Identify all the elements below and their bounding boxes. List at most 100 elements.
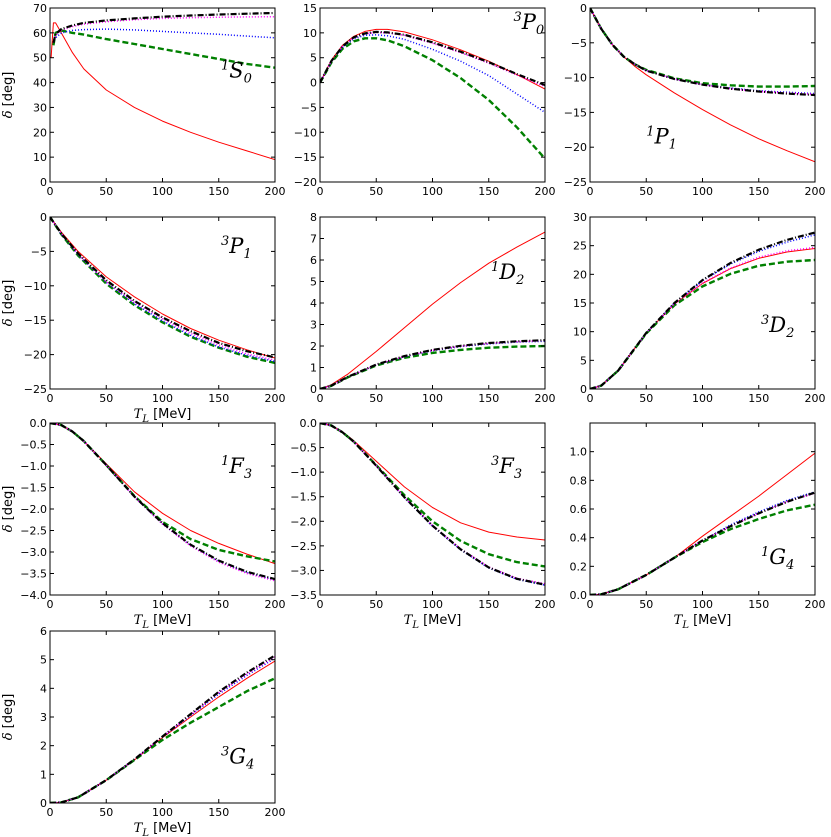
panel-1P1: 0 50 100 150 200 −25 −20 −15 −10 −5 0 1P1 [564, 2, 826, 198]
y-tick-label: −2.0 [20, 503, 47, 516]
y-tick-label: −2.5 [290, 540, 317, 553]
y-tick-label: −15 [24, 314, 47, 327]
y-tick-label: −25 [564, 176, 587, 189]
y-tick-label: 5 [580, 354, 587, 367]
x-tick-label: 100 [152, 392, 173, 405]
y-tick-label: 20 [33, 126, 47, 139]
x-tick-label: 150 [478, 185, 499, 198]
x-tick-label: 200 [265, 598, 286, 611]
y-tick-label: −4.0 [20, 589, 47, 602]
y-tick-label: 25 [573, 240, 587, 253]
y-tick-label: 0.8 [570, 474, 588, 487]
y-tick-label: −15 [564, 106, 587, 119]
x-tick-label: 200 [535, 598, 556, 611]
y-tick-label: 2 [310, 340, 317, 353]
x-tick-label: 200 [535, 185, 556, 198]
panel-label: 3F3 [491, 454, 522, 482]
y-tick-label: −15 [294, 151, 317, 164]
x-tick-label: 100 [692, 392, 713, 405]
x-tick-label: 0 [47, 598, 54, 611]
plot-frame [589, 422, 816, 596]
x-tick-label: 50 [639, 598, 653, 611]
y-tick-label: 0 [40, 797, 47, 810]
y-tick-label: −0.5 [20, 439, 47, 452]
x-tick-label: 0 [317, 392, 324, 405]
x-tick-label: 200 [805, 392, 826, 405]
panel-3D2: 0 50 100 150 200 0 5 10 15 20 25 30 3D2 [573, 211, 826, 405]
series-red-solid [590, 452, 815, 595]
x-tick-label: 0 [587, 598, 594, 611]
panel-1F3: 0 50 100 150 200 −4.0 −3.5 −3.0 −2.5 −2.0 −1.5 −1.0… [1, 417, 286, 631]
x-tick-label: 100 [152, 806, 173, 819]
x-axis-label: TL [MeV] [134, 407, 192, 425]
y-tick-label: −0.5 [290, 442, 317, 455]
y-tick-label: 5 [40, 654, 47, 667]
x-tick-label: 100 [152, 185, 173, 198]
y-tick-label: 6 [310, 254, 317, 267]
y-tick-label: 0 [310, 383, 317, 396]
series-magenta-dotted [50, 656, 275, 803]
x-tick-label: 200 [805, 598, 826, 611]
series-red-solid [320, 28, 545, 90]
series-red-solid [50, 660, 275, 803]
plot-frame [589, 7, 816, 183]
y-tick-label: 0 [580, 2, 587, 15]
x-axis-label: TL [MeV] [134, 821, 192, 837]
y-tick-label: 0 [580, 383, 587, 396]
series-red-solid [50, 22, 275, 161]
x-tick-label: 100 [422, 598, 443, 611]
y-axis-label: δ [deg] [1, 486, 16, 533]
x-tick-label: 50 [99, 392, 113, 405]
y-tick-label: 40 [33, 77, 47, 90]
x-tick-label: 50 [99, 598, 113, 611]
y-tick-label: −10 [564, 72, 587, 85]
series-black-dashdot [50, 423, 275, 581]
x-tick-label: 50 [639, 185, 653, 198]
y-tick-label: −20 [24, 349, 47, 362]
y-tick-label: −10 [294, 126, 317, 139]
panel-label: 3P1 [221, 234, 252, 262]
x-tick-label: 200 [535, 392, 556, 405]
plot-frame [319, 216, 546, 390]
x-tick-label: 50 [369, 185, 383, 198]
y-tick-label: −10 [24, 280, 47, 293]
y-tick-label: 10 [303, 27, 317, 40]
x-tick-label: 0 [317, 598, 324, 611]
series-green-dashed [52, 29, 275, 69]
y-tick-label: 60 [33, 27, 47, 40]
y-tick-label: 70 [33, 2, 47, 15]
panel-1D2: 0 50 100 150 200 0 1 2 3 4 5 6 7 8 1D2 [310, 211, 556, 405]
series-magenta-dotted [320, 31, 545, 88]
plot-frame [319, 422, 546, 596]
panel-label: 3P0 [514, 10, 545, 38]
series-green-dashed [590, 503, 815, 595]
series-black-dashdot [590, 491, 815, 595]
series-blue-dotted [320, 423, 545, 586]
series-green-dashed [50, 423, 275, 563]
y-tick-label: 10 [573, 326, 587, 339]
y-tick-label: 0 [310, 77, 317, 90]
series-black-dashdot [50, 654, 275, 803]
series-magenta-dotted [590, 8, 815, 96]
series-black-dashdot [50, 217, 275, 359]
x-axis-label: TL [MeV] [674, 613, 732, 631]
x-tick-label: 200 [265, 185, 286, 198]
series-red-solid [50, 217, 275, 359]
plot-frame [319, 7, 546, 183]
series-black-dashdot [320, 339, 545, 389]
x-axis-label: TL [MeV] [134, 613, 192, 631]
y-tick-label: 0 [40, 211, 47, 224]
x-tick-label: 100 [692, 185, 713, 198]
panel-label: 1D2 [491, 260, 524, 288]
x-tick-label: 100 [422, 392, 443, 405]
x-tick-label: 150 [208, 185, 229, 198]
series-green-dashed [320, 423, 545, 568]
series-black-dashdot [590, 8, 815, 97]
y-axis-label: δ [deg] [1, 72, 16, 119]
series-green-dashed [590, 8, 815, 88]
y-tick-label: 0.0 [300, 417, 318, 430]
y-tick-label: 1.0 [570, 446, 588, 459]
x-tick-label: 0 [47, 185, 54, 198]
y-axis-label: δ [deg] [1, 280, 16, 327]
panel-label: 1G4 [761, 545, 794, 573]
